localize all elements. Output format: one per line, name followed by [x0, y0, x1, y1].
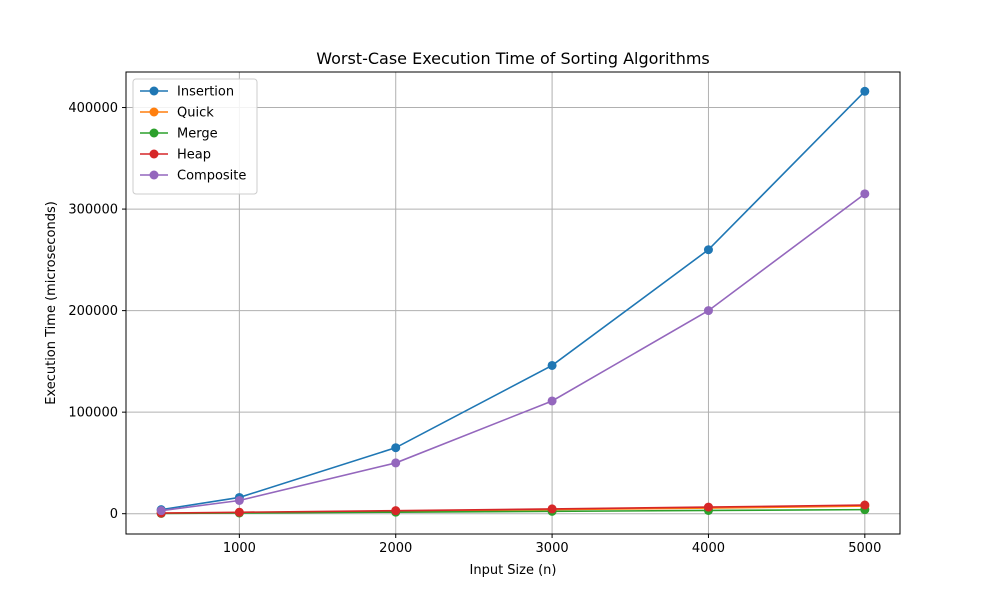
data-point — [703, 245, 713, 255]
y-tick-label: 300000 — [68, 203, 118, 218]
series-line — [161, 504, 865, 514]
y-tick-label: 0 — [110, 507, 118, 522]
x-tick-label: 4000 — [692, 541, 725, 556]
legend-swatch-marker — [149, 128, 159, 138]
x-axis-label: Input Size (n) — [470, 563, 557, 578]
legend: Insertion Quick Merge Heap Composite — [132, 78, 258, 195]
y-axis-label: Execution Time (microseconds) — [44, 201, 59, 405]
legend-box — [132, 78, 258, 195]
legend-label: Insertion — [177, 85, 234, 100]
data-point — [391, 443, 401, 453]
x-tick-label: 2000 — [379, 541, 412, 556]
legend-item: Quick — [140, 106, 214, 121]
series-line — [161, 90, 866, 511]
legend-label: Merge — [177, 127, 218, 142]
plot-frame — [125, 71, 901, 535]
data-point — [860, 189, 870, 199]
legend-item: Composite — [140, 169, 246, 184]
data-point — [391, 506, 401, 516]
data-point — [391, 458, 401, 468]
y-tick-label: 200000 — [68, 304, 118, 319]
data-point — [234, 495, 244, 505]
y-tick-label: 100000 — [68, 406, 118, 421]
series-layer — [156, 86, 870, 518]
series-insertion — [156, 86, 870, 515]
data-point — [860, 86, 870, 96]
legend-item: Heap — [140, 148, 211, 163]
chart-title: Worst-Case Execution Time of Sorting Alg… — [316, 49, 710, 68]
data-point — [703, 306, 713, 316]
series-composite — [156, 189, 870, 516]
data-point — [547, 360, 557, 370]
x-tick-label: 5000 — [848, 541, 881, 556]
data-point — [860, 500, 870, 510]
legend-label: Composite — [177, 169, 246, 184]
data-point — [156, 506, 166, 516]
x-tick-label: 1000 — [223, 541, 256, 556]
x-tick-label: 3000 — [536, 541, 569, 556]
y-tick-label: 400000 — [68, 101, 118, 116]
ticks: 1000 2000 3000 4000 5000 0 100000 200000 300000 4… — [68, 101, 881, 556]
legend-swatch-marker — [149, 170, 159, 180]
grid — [126, 72, 900, 534]
series-line — [161, 193, 866, 512]
legend-label: Quick — [177, 106, 214, 121]
legend-item: Insertion — [140, 85, 234, 100]
data-point — [703, 502, 713, 512]
legend-label: Heap — [177, 148, 211, 163]
legend-swatch-marker — [149, 86, 159, 96]
legend-swatch-marker — [149, 149, 159, 159]
data-point — [547, 504, 557, 514]
data-point — [547, 396, 557, 406]
data-point — [234, 507, 244, 517]
legend-item: Merge — [140, 127, 218, 142]
legend-swatch-marker — [149, 107, 159, 117]
